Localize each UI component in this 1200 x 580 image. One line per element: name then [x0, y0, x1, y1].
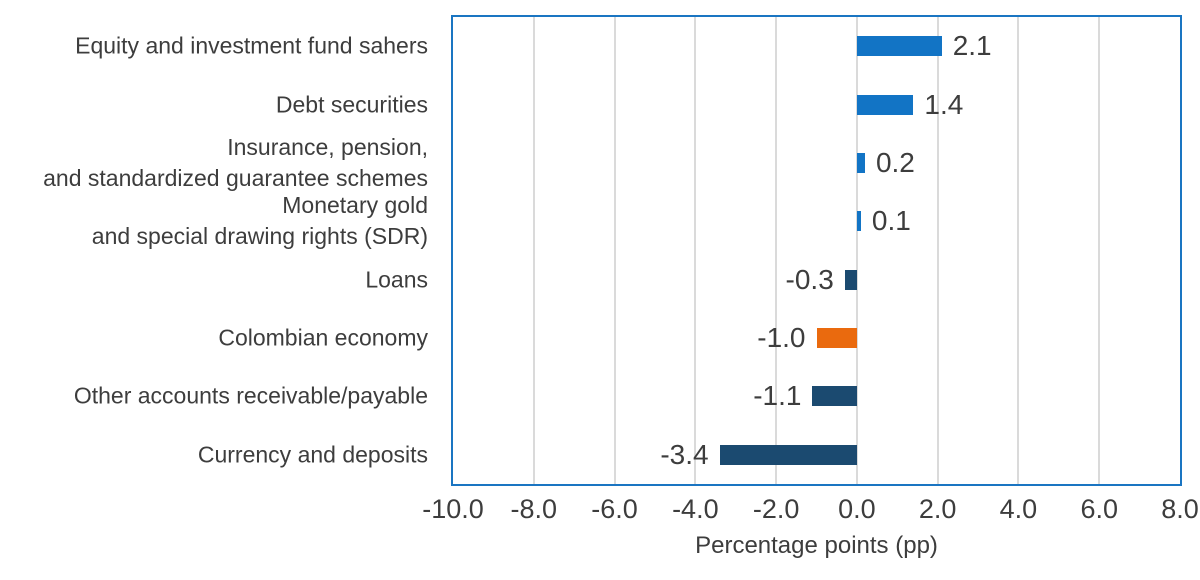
- bar: [856, 211, 861, 232]
- x-tick-label: -6.0: [591, 494, 638, 524]
- category-label: Insurance, pension, and standardized guar…: [0, 132, 428, 194]
- gridline: [1017, 17, 1020, 484]
- value-label: 0.2: [875, 146, 915, 178]
- x-tick-label: -2.0: [752, 494, 800, 524]
- category-label: Debt securities: [0, 89, 428, 120]
- category-label-line: and standardized guarantee schemes: [43, 164, 428, 191]
- category-label: Monetary gold and special drawing rights …: [0, 190, 428, 252]
- category-label: Currency and deposits: [0, 439, 428, 470]
- gridline: [936, 17, 939, 484]
- x-tick-label: -10.0: [422, 494, 484, 524]
- category-label-line: and special drawing rights (SDR): [91, 223, 428, 250]
- category-label: Other accounts receivable/payable: [0, 381, 428, 412]
- x-tick-label: 2.0: [918, 494, 957, 524]
- category-label-line: Insurance, pension,: [227, 133, 428, 160]
- value-label: -3.4: [660, 438, 709, 470]
- category-label: Equity and investment fund sahers: [0, 31, 428, 62]
- x-axis-title: Percentage points (pp): [695, 532, 938, 559]
- value-label: -1.0: [757, 322, 806, 354]
- gridline: [532, 17, 535, 484]
- x-tick-label: 8.0: [1161, 494, 1199, 524]
- bar: [856, 36, 942, 57]
- value-label: 1.4: [924, 88, 964, 120]
- value-label: 2.1: [952, 30, 992, 62]
- bar: [812, 386, 857, 407]
- bar: [856, 152, 865, 173]
- bar: [856, 94, 914, 115]
- value-label: 0.1: [871, 205, 911, 237]
- x-tick-label: -8.0: [510, 494, 558, 524]
- category-label-line: Loans: [365, 266, 428, 293]
- x-tick-label: 6.0: [1080, 494, 1118, 524]
- category-label: Colombian economy: [0, 323, 428, 354]
- plot-area: 2.1 1.4 0.2 0.1 -0.3 -1.0 -1.1 -3.4: [451, 15, 1182, 486]
- value-label: -0.3: [785, 263, 834, 295]
- category-label-line: Other accounts receivable/payable: [73, 382, 428, 409]
- value-label: -1.1: [753, 380, 802, 412]
- bar: [816, 328, 857, 349]
- x-tick-label: -4.0: [672, 494, 719, 524]
- category-label-line: Debt securities: [275, 91, 428, 118]
- category-label-line: Equity and investment fund sahers: [75, 32, 428, 59]
- gridline: [1098, 17, 1101, 484]
- gridline: [775, 17, 778, 484]
- x-tick-label: 0.0: [838, 494, 876, 524]
- category-label-line: Currency and deposits: [197, 441, 428, 468]
- bar: [844, 269, 857, 290]
- gridline: [855, 17, 858, 484]
- bar: [719, 444, 857, 465]
- category-label-line: Monetary gold: [282, 192, 428, 219]
- category-label-line: Colombian economy: [218, 324, 428, 351]
- gridline: [613, 17, 616, 484]
- gridline: [694, 17, 697, 484]
- category-label: Loans: [0, 264, 428, 295]
- x-tick-label: 4.0: [999, 494, 1038, 524]
